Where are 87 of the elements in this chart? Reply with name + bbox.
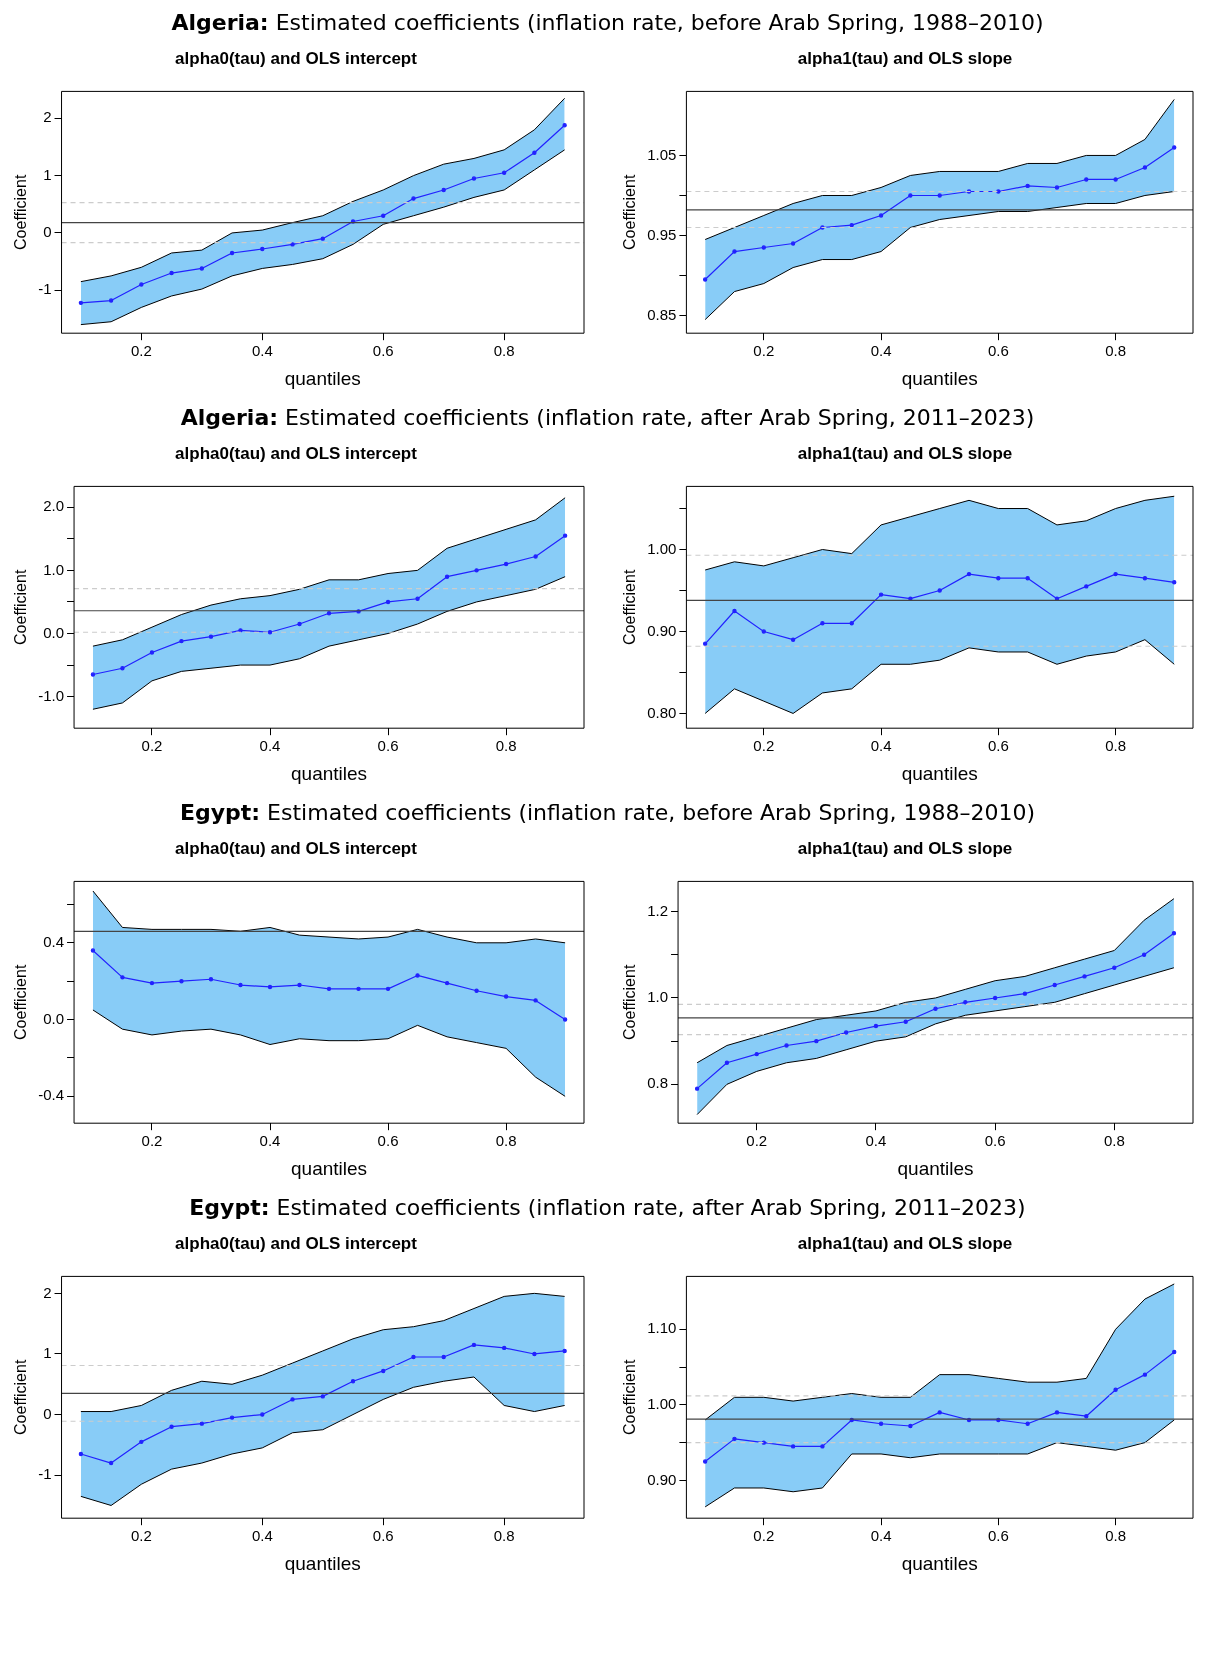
- x-tick-label: 0.8: [495, 737, 517, 755]
- y-tick-label: 0: [43, 223, 52, 241]
- text: Egypt: Estimated coefficients (inflation rate, after Arab Spring, 2011–2023): [189, 1195, 1026, 1220]
- y-tick-label: 2: [43, 108, 52, 126]
- y-tick-label: 0.0: [43, 623, 65, 641]
- x-tick-label: 0.8: [1105, 342, 1127, 360]
- x-tick-label: 0.4: [870, 1527, 892, 1545]
- x-tick-label: 0.4: [251, 342, 273, 360]
- text: Algeria: Estimated coefficients (inflation rate, after Arab Spring, 2011–2023): [180, 405, 1035, 430]
- x-tick-label: 0.6: [372, 342, 394, 360]
- y-tick-label: 0.0: [43, 1009, 65, 1027]
- y-axis-title: Coefficient: [12, 569, 30, 645]
- y-tick-label: -1: [38, 280, 52, 298]
- y-tick-label: 1.0: [647, 988, 669, 1006]
- x-axis-title: quantiles: [290, 1157, 368, 1179]
- x-tick-label: 0.2: [130, 1527, 152, 1545]
- y-tick-label: 2.0: [43, 497, 65, 515]
- y-tick-label: 0.90: [647, 621, 677, 639]
- chart-title: alpha1(tau) and OLS slope: [797, 443, 1013, 463]
- y-tick-label: 1.0: [43, 560, 65, 578]
- chart-title: alpha0(tau) and OLS intercept: [175, 48, 418, 68]
- x-tick-label: 0.8: [1103, 1132, 1125, 1150]
- x-tick-label: 0.2: [753, 1527, 775, 1545]
- y-tick-label: -1: [38, 1465, 52, 1483]
- chart-title: alpha0(tau) and OLS intercept: [175, 443, 418, 463]
- x-tick-label: 0.4: [259, 1132, 281, 1150]
- x-tick-label: 0.2: [130, 342, 152, 360]
- y-tick-label: 0.4: [43, 932, 65, 950]
- y-tick-label: 1: [43, 165, 52, 183]
- x-tick-label: 0.8: [1105, 1527, 1127, 1545]
- x-tick-label: 0.6: [987, 1527, 1009, 1545]
- x-tick-label: 0.8: [1105, 737, 1127, 755]
- x-axis-title: quantiles: [901, 762, 978, 784]
- x-axis-title: quantiles: [284, 367, 361, 389]
- y-tick-label: 1: [43, 1344, 52, 1362]
- x-axis-title: quantiles: [901, 1552, 978, 1574]
- x-tick-label: 0.2: [753, 342, 775, 360]
- x-tick-label: 0.2: [141, 737, 163, 755]
- x-tick-label: 0.2: [753, 737, 775, 755]
- y-tick-label: 0.8: [647, 1074, 669, 1092]
- x-tick-label: 0.6: [987, 342, 1009, 360]
- y-axis-title: Coefficient: [621, 569, 639, 645]
- text: Egypt: Estimated coefficients (inflation rate, before Arab Spring, 1988–2010): [179, 800, 1036, 825]
- x-tick-label: 0.6: [377, 1132, 399, 1150]
- x-tick-label: 0.4: [870, 342, 892, 360]
- x-tick-label: 0.6: [984, 1132, 1006, 1150]
- y-tick-label: -1.0: [38, 686, 65, 704]
- y-tick-label: 0.80: [647, 703, 677, 721]
- text: Algeria: Estimated coefficients (inflation rate, before Arab Spring, 1988–2010): [171, 10, 1044, 35]
- x-axis-title: quantiles: [897, 1157, 974, 1179]
- chart-title: alpha1(tau) and OLS slope: [797, 48, 1013, 68]
- y-tick-label: 0.85: [647, 305, 677, 323]
- chart-title: alpha1(tau) and OLS slope: [797, 838, 1013, 858]
- x-tick-label: 0.6: [377, 737, 399, 755]
- x-tick-label: 0.4: [870, 737, 892, 755]
- x-tick-label: 0.2: [746, 1132, 768, 1150]
- y-tick-label: 1.00: [647, 539, 677, 557]
- x-tick-label: 0.6: [372, 1527, 394, 1545]
- y-tick-label: 2: [43, 1283, 52, 1301]
- x-axis-title: quantiles: [901, 367, 978, 389]
- x-tick-label: 0.6: [987, 737, 1009, 755]
- y-tick-label: 0.90: [647, 1470, 677, 1488]
- chart-title: alpha0(tau) and OLS intercept: [175, 838, 418, 858]
- x-tick-label: 0.4: [259, 737, 281, 755]
- x-tick-label: 0.2: [141, 1132, 163, 1150]
- chart-title: alpha0(tau) and OLS intercept: [175, 1233, 418, 1253]
- y-axis-title: Coefficient: [621, 174, 639, 250]
- x-tick-label: 0.8: [493, 342, 515, 360]
- x-axis-title: quantiles: [290, 762, 368, 784]
- x-tick-label: 0.4: [865, 1132, 887, 1150]
- y-tick-label: -0.4: [38, 1086, 65, 1104]
- y-tick-label: 0: [43, 1404, 52, 1422]
- y-axis-title: Coefficient: [12, 964, 30, 1040]
- y-tick-label: 1.10: [647, 1319, 677, 1337]
- y-axis-title: Coefficient: [621, 1359, 639, 1435]
- x-tick-label: 0.4: [251, 1527, 273, 1545]
- y-tick-label: 1.00: [647, 1395, 677, 1412]
- y-axis-title: Coefficient: [12, 174, 30, 250]
- chart-title: alpha1(tau) and OLS slope: [797, 1233, 1013, 1253]
- y-tick-label: 1.05: [647, 145, 677, 163]
- y-tick-label: 1.2: [647, 901, 669, 919]
- x-axis-title: quantiles: [284, 1552, 361, 1574]
- y-tick-label: 0.95: [647, 225, 677, 243]
- x-tick-label: 0.8: [493, 1527, 515, 1545]
- x-tick-label: 0.8: [495, 1132, 517, 1150]
- y-axis-title: Coefficient: [621, 964, 639, 1040]
- y-axis-title: Coefficient: [12, 1359, 30, 1435]
